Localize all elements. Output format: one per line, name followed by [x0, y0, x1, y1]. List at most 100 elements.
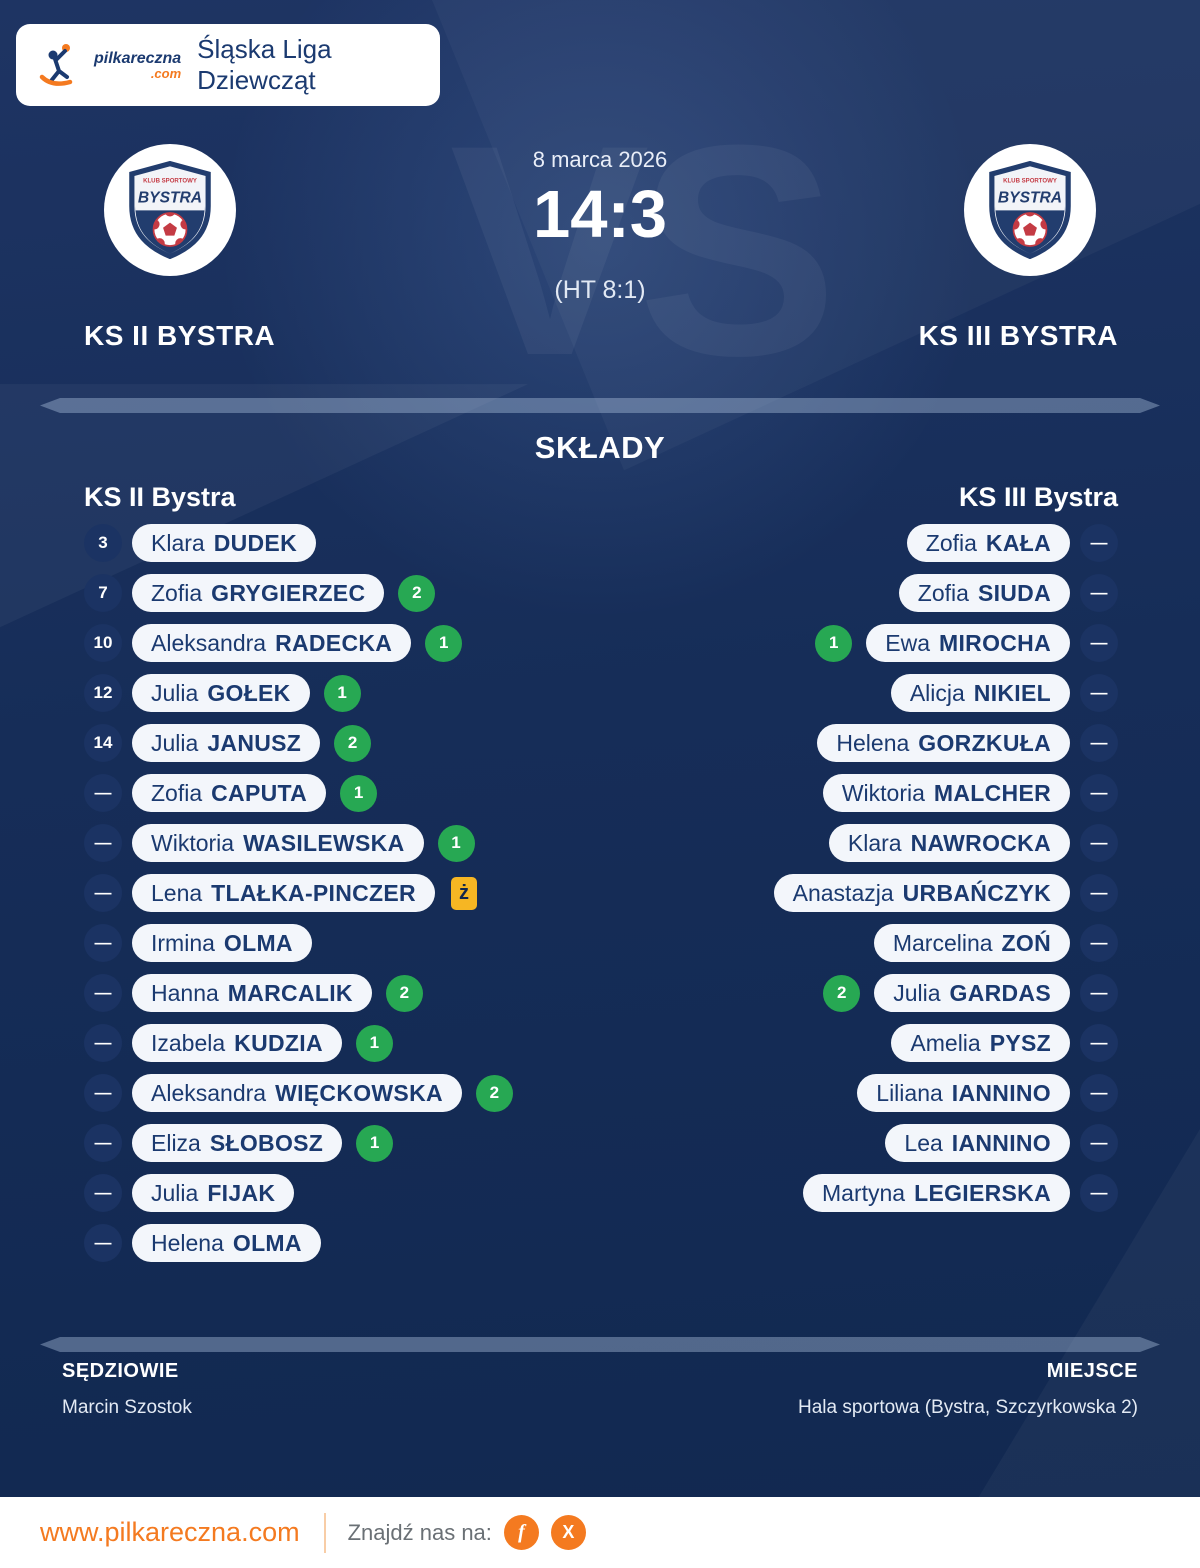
- goals-badge: 2: [385, 974, 423, 1012]
- goals-badge: 2: [398, 574, 436, 612]
- bystra-club-badge: KLUB SPORTOWY BYSTRA: [989, 161, 1071, 259]
- goals-badge: 1: [355, 1024, 393, 1062]
- svg-text:KLUB SPORTOWY: KLUB SPORTOWY: [1003, 179, 1057, 185]
- player-last-name: WIĘCKOWSKA: [275, 1079, 443, 1106]
- player-pill: Julia GARDAS: [874, 974, 1070, 1012]
- player-last-name: GOŁEK: [207, 679, 291, 706]
- social-label: Znajdź nas na:: [347, 1519, 492, 1545]
- goals-badge: 2: [334, 724, 372, 762]
- roster-row: — Hanna MARCALIK 2: [84, 974, 644, 1012]
- player-pill: Aleksandra WIĘCKOWSKA: [132, 1074, 462, 1112]
- venue-label: MIEJSCE: [1046, 1360, 1138, 1382]
- player-pill: Amelia PYSZ: [891, 1024, 1070, 1062]
- roster-row: 7 Zofia GRYGIERZEC 2: [84, 574, 644, 612]
- bystra-club-badge: KLUB SPORTOWY BYSTRA: [129, 161, 211, 259]
- player-pill: Liliana IANNINO: [857, 1074, 1070, 1112]
- roster-row: — Amelia PYSZ: [558, 1024, 1118, 1062]
- roster-row: — Izabela KUDZIA 1: [84, 1024, 644, 1062]
- player-pill: Julia JANUSZ: [132, 724, 321, 762]
- player-first-name: Zofia: [925, 529, 977, 556]
- referees-block: SĘDZIOWIE Marcin Szostok: [62, 1360, 192, 1419]
- player-last-name: LEGIERSKA: [914, 1179, 1051, 1206]
- player-first-name: Hanna: [151, 979, 219, 1006]
- roster-row: — Zofia KAŁA: [558, 524, 1118, 562]
- player-first-name: Liliana: [876, 1079, 943, 1106]
- player-last-name: CAPUTA: [211, 779, 308, 806]
- player-pill: Izabela KUDZIA: [132, 1024, 342, 1062]
- player-last-name: MALCHER: [933, 779, 1051, 806]
- league-title: Śląska Liga Dziewcząt: [197, 34, 332, 95]
- player-last-name: OLMA: [223, 929, 293, 956]
- vs-watermark: VS: [449, 82, 838, 418]
- player-number: —: [1080, 624, 1118, 662]
- roster-row: 12 Julia GOŁEK 1: [84, 674, 644, 712]
- goals-badge: 1: [815, 624, 853, 662]
- lineups-title: SKŁADY: [534, 430, 666, 465]
- player-pill: Wiktoria WASILEWSKA: [132, 824, 424, 862]
- player-first-name: Aleksandra: [151, 629, 267, 656]
- player-number: 3: [84, 524, 122, 562]
- player-first-name: Martyna: [822, 1179, 906, 1206]
- logo-tld: .com: [150, 65, 182, 81]
- player-number: —: [1080, 1124, 1118, 1162]
- roster-row: — Julia GARDAS 2: [558, 974, 1118, 1012]
- x-icon[interactable]: X: [550, 1515, 586, 1550]
- player-number: 12: [84, 674, 122, 712]
- roster-row: 14 Julia JANUSZ 2: [84, 724, 644, 762]
- goals-badge: 1: [437, 824, 475, 862]
- player-first-name: Wiktoria: [151, 829, 235, 856]
- roster-row: — Aleksandra WIĘCKOWSKA 2: [84, 1074, 644, 1112]
- player-first-name: Amelia: [910, 1029, 981, 1056]
- roster-row: — Wiktoria MALCHER: [558, 774, 1118, 812]
- player-pill: Julia FIJAK: [132, 1174, 295, 1212]
- roster-row: 10 Aleksandra RADECKA 1: [84, 624, 644, 662]
- player-number: —: [84, 1224, 122, 1262]
- player-last-name: SIUDA: [977, 579, 1051, 606]
- match-date: 8 marca 2026: [532, 147, 668, 172]
- referees-value: Marcin Szostok: [62, 1397, 192, 1418]
- yellow-card-icon: ż: [450, 876, 477, 910]
- player-pill: Irmina OLMA: [132, 924, 312, 962]
- player-last-name: OLMA: [232, 1229, 302, 1256]
- roster-row: — Zofia SIUDA: [558, 574, 1118, 612]
- home-roster-list: 3 Klara DUDEK 7 Zofia GRYGIERZEC 2 10 Al…: [84, 524, 644, 1274]
- player-last-name: MIROCHA: [939, 629, 1051, 656]
- player-number: 10: [84, 624, 122, 662]
- goals-badge: 1: [323, 674, 361, 712]
- player-pill: Hanna MARCALIK: [132, 974, 372, 1012]
- player-first-name: Lena: [151, 879, 203, 906]
- player-number: —: [84, 774, 122, 812]
- player-number: —: [1080, 874, 1118, 912]
- home-team-name: KS II BYSTRA: [84, 320, 276, 351]
- player-last-name: SŁOBOSZ: [209, 1129, 324, 1156]
- player-first-name: Klara: [151, 529, 205, 556]
- player-last-name: GRYGIERZEC: [211, 579, 366, 606]
- home-team-logo: KLUB SPORTOWY BYSTRA: [104, 144, 236, 276]
- svg-text:BYSTRA: BYSTRA: [998, 190, 1062, 207]
- player-number: —: [1080, 1024, 1118, 1062]
- facebook-icon[interactable]: f: [503, 1515, 539, 1550]
- footer-divider: [323, 1512, 326, 1553]
- player-first-name: Eliza: [151, 1129, 201, 1156]
- player-number: 14: [84, 724, 122, 762]
- roster-row: — Irmina OLMA: [84, 924, 644, 962]
- player-last-name: MARCALIK: [227, 979, 353, 1006]
- player-number: —: [1080, 724, 1118, 762]
- svg-text:BYSTRA: BYSTRA: [138, 190, 202, 207]
- player-last-name: ZOŃ: [1001, 929, 1051, 956]
- website-link[interactable]: www.pilkareczna.com: [40, 1517, 300, 1547]
- roster-row: — Lea IANNINO: [558, 1124, 1118, 1162]
- player-last-name: NAWROCKA: [910, 829, 1051, 856]
- roster-row: — Martyna LEGIERSKA: [558, 1174, 1118, 1212]
- player-number: —: [84, 1024, 122, 1062]
- player-first-name: Julia: [151, 679, 199, 706]
- player-number: —: [1080, 774, 1118, 812]
- away-team-name: KS III BYSTRA: [918, 320, 1118, 351]
- goals-badge: 2: [475, 1074, 513, 1112]
- roster-row: — Liliana IANNINO: [558, 1074, 1118, 1112]
- league-header-card: pilkareczna .com Śląska Liga Dziewcząt: [16, 24, 440, 106]
- player-first-name: Lea: [904, 1129, 943, 1156]
- roster-row: — Ewa MIROCHA 1: [558, 624, 1118, 662]
- player-first-name: Wiktoria: [841, 779, 925, 806]
